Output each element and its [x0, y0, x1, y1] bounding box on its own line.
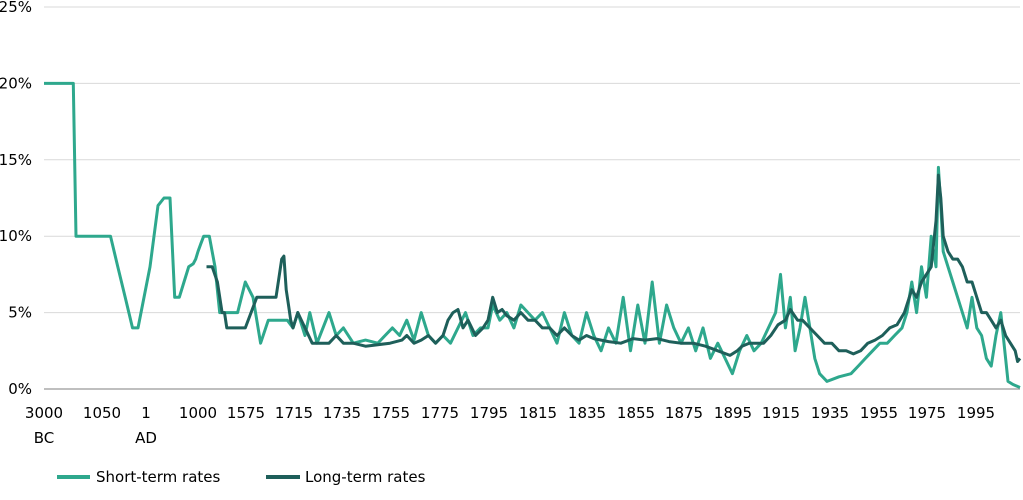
- x-tick-label: 1855: [617, 404, 655, 422]
- x-tick-label: 1715: [275, 404, 313, 422]
- y-tick-label: 0%: [8, 380, 32, 398]
- x-tick-label: 1915: [762, 404, 800, 422]
- x-tick-label: 1775: [421, 404, 459, 422]
- series-line-long-term: [206, 173, 1022, 363]
- x-tick-label: 1755: [372, 404, 410, 422]
- x-tick-label: 3000: [25, 404, 63, 422]
- y-tick-label: 20%: [0, 74, 32, 92]
- legend-label-long-term: Long-term rates: [305, 468, 426, 486]
- y-axis-labels: 0% 5% 10% 15% 20% 25%: [0, 0, 32, 398]
- x-axis-labels: 3000 BC 1050 1 AD 1000 1575 1715 1735 1755 1775 179…: [25, 404, 995, 447]
- x-tick-label: 1935: [811, 404, 849, 422]
- y-tick-label: 25%: [0, 0, 32, 16]
- x-tick-label: 1955: [860, 404, 898, 422]
- x-tick-label-era: AD: [135, 429, 157, 447]
- y-tick-label: 5%: [8, 304, 32, 322]
- x-tick-label: 1050: [83, 404, 121, 422]
- x-tick-label: 1875: [665, 404, 703, 422]
- x-tick-label: 1835: [568, 404, 606, 422]
- x-tick-label: 1815: [519, 404, 557, 422]
- x-tick-label: 1895: [714, 404, 752, 422]
- x-tick-label: 1795: [470, 404, 508, 422]
- x-tick-label: 1: [141, 404, 151, 422]
- series-lines: [44, 81, 1022, 389]
- x-tick-label: 1575: [227, 404, 265, 422]
- legend-label-short-term: Short-term rates: [96, 468, 221, 486]
- x-tick-label-era: BC: [34, 429, 55, 447]
- legend-item-long-term: Long-term rates: [266, 468, 426, 486]
- legend-item-short-term: Short-term rates: [57, 468, 221, 486]
- legend: Short-term rates Long-term rates: [57, 468, 426, 486]
- x-tick-label: 1995: [957, 404, 995, 422]
- x-tick-label: 1975: [908, 404, 946, 422]
- x-tick-label: 1000: [179, 404, 217, 422]
- x-tick-label: 1735: [323, 404, 361, 422]
- y-tick-label: 15%: [0, 151, 32, 169]
- y-tick-label: 10%: [0, 227, 32, 245]
